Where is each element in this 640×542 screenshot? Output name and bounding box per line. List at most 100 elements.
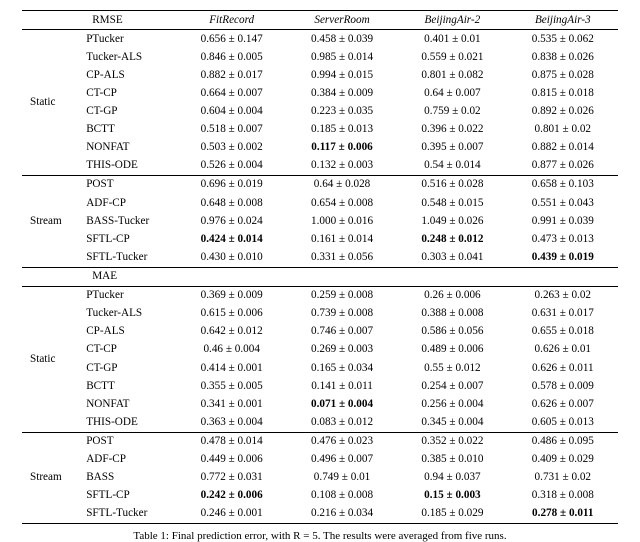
value-cell: 0.071 ± 0.004 bbox=[287, 395, 397, 413]
value-cell: 0.64 ± 0.028 bbox=[287, 175, 397, 194]
value-cell: 0.185 ± 0.013 bbox=[287, 121, 397, 139]
value-cell: 0.578 ± 0.009 bbox=[508, 377, 618, 395]
value-cell: 0.26 ± 0.006 bbox=[397, 286, 507, 305]
value-cell: 0.749 ± 0.01 bbox=[287, 469, 397, 487]
value-cell: 0.655 ± 0.018 bbox=[508, 323, 618, 341]
dataset-header bbox=[287, 267, 397, 286]
value-cell: 0.559 ± 0.021 bbox=[397, 48, 507, 66]
value-cell: 0.586 ± 0.056 bbox=[397, 323, 507, 341]
dataset-header: BeijingAir-2 bbox=[397, 11, 507, 30]
metric-group-blank bbox=[22, 11, 84, 30]
value-cell: 0.263 ± 0.02 bbox=[508, 286, 618, 305]
value-cell: 0.994 ± 0.015 bbox=[287, 66, 397, 84]
group-label: Static bbox=[22, 30, 84, 176]
value-cell: 0.476 ± 0.023 bbox=[287, 432, 397, 451]
value-cell: 0.648 ± 0.008 bbox=[177, 194, 287, 212]
method-name: BCTT bbox=[84, 121, 176, 139]
method-name: ADF-CP bbox=[84, 451, 176, 469]
value-cell: 0.535 ± 0.062 bbox=[508, 30, 618, 49]
value-cell: 0.882 ± 0.017 bbox=[177, 66, 287, 84]
value-cell: 0.385 ± 0.010 bbox=[397, 451, 507, 469]
method-name: THIS-ODE bbox=[84, 413, 176, 432]
value-cell: 0.626 ± 0.01 bbox=[508, 341, 618, 359]
method-name: ADF-CP bbox=[84, 194, 176, 212]
value-cell: 0.269 ± 0.003 bbox=[287, 341, 397, 359]
metric-group-blank bbox=[22, 267, 84, 286]
value-cell: 0.355 ± 0.005 bbox=[177, 377, 287, 395]
value-cell: 0.518 ± 0.007 bbox=[177, 121, 287, 139]
group-label: Stream bbox=[22, 432, 84, 524]
method-name: SFTL-Tucker bbox=[84, 505, 176, 524]
value-cell: 0.551 ± 0.043 bbox=[508, 194, 618, 212]
value-cell: 0.132 ± 0.003 bbox=[287, 157, 397, 176]
dataset-header bbox=[177, 267, 287, 286]
dataset-header: FitRecord bbox=[177, 11, 287, 30]
method-name: PTucker bbox=[84, 286, 176, 305]
dataset-header: BeijingAir-3 bbox=[508, 11, 618, 30]
value-cell: 0.503 ± 0.002 bbox=[177, 139, 287, 157]
value-cell: 0.341 ± 0.001 bbox=[177, 395, 287, 413]
dataset-header bbox=[397, 267, 507, 286]
method-name: THIS-ODE bbox=[84, 157, 176, 176]
value-cell: 0.526 ± 0.004 bbox=[177, 157, 287, 176]
value-cell: 0.439 ± 0.019 bbox=[508, 248, 618, 267]
value-cell: 0.642 ± 0.012 bbox=[177, 323, 287, 341]
value-cell: 0.496 ± 0.007 bbox=[287, 451, 397, 469]
metric-label: RMSE bbox=[84, 11, 176, 30]
value-cell: 0.656 ± 0.147 bbox=[177, 30, 287, 49]
value-cell: 0.256 ± 0.004 bbox=[397, 395, 507, 413]
value-cell: 0.892 ± 0.026 bbox=[508, 103, 618, 121]
value-cell: 0.55 ± 0.012 bbox=[397, 359, 507, 377]
table-caption: Table 1: Final prediction error, with R … bbox=[22, 530, 618, 542]
method-name: NONFAT bbox=[84, 395, 176, 413]
value-cell: 0.395 ± 0.007 bbox=[397, 139, 507, 157]
value-cell: 0.548 ± 0.015 bbox=[397, 194, 507, 212]
method-name: Tucker-ALS bbox=[84, 305, 176, 323]
method-name: CT-CP bbox=[84, 84, 176, 102]
value-cell: 0.631 ± 0.017 bbox=[508, 305, 618, 323]
group-label: Stream bbox=[22, 175, 84, 267]
value-cell: 0.882 ± 0.014 bbox=[508, 139, 618, 157]
value-cell: 0.352 ± 0.022 bbox=[397, 432, 507, 451]
value-cell: 0.604 ± 0.004 bbox=[177, 103, 287, 121]
results-table: RMSEFitRecordServerRoomBeijingAir-2Beiji… bbox=[22, 10, 618, 524]
value-cell: 0.801 ± 0.082 bbox=[397, 66, 507, 84]
value-cell: 0.658 ± 0.103 bbox=[508, 175, 618, 194]
method-name: CT-CP bbox=[84, 341, 176, 359]
dataset-header: ServerRoom bbox=[287, 11, 397, 30]
value-cell: 0.15 ± 0.003 bbox=[397, 487, 507, 505]
method-name: SFTL-Tucker bbox=[84, 248, 176, 267]
value-cell: 0.94 ± 0.037 bbox=[397, 469, 507, 487]
value-cell: 0.414 ± 0.001 bbox=[177, 359, 287, 377]
value-cell: 0.664 ± 0.007 bbox=[177, 84, 287, 102]
value-cell: 0.223 ± 0.035 bbox=[287, 103, 397, 121]
method-name: Tucker-ALS bbox=[84, 48, 176, 66]
value-cell: 0.516 ± 0.028 bbox=[397, 175, 507, 194]
value-cell: 0.605 ± 0.013 bbox=[508, 413, 618, 432]
method-name: POST bbox=[84, 432, 176, 451]
value-cell: 0.165 ± 0.034 bbox=[287, 359, 397, 377]
metric-label: MAE bbox=[84, 267, 176, 286]
value-cell: 0.654 ± 0.008 bbox=[287, 194, 397, 212]
method-name: SFTL-CP bbox=[84, 230, 176, 248]
value-cell: 0.384 ± 0.009 bbox=[287, 84, 397, 102]
value-cell: 0.458 ± 0.039 bbox=[287, 30, 397, 49]
method-name: SFTL-CP bbox=[84, 487, 176, 505]
value-cell: 0.369 ± 0.009 bbox=[177, 286, 287, 305]
value-cell: 0.877 ± 0.026 bbox=[508, 157, 618, 176]
value-cell: 0.363 ± 0.004 bbox=[177, 413, 287, 432]
value-cell: 0.746 ± 0.007 bbox=[287, 323, 397, 341]
value-cell: 0.388 ± 0.008 bbox=[397, 305, 507, 323]
method-name: CP-ALS bbox=[84, 323, 176, 341]
value-cell: 0.801 ± 0.02 bbox=[508, 121, 618, 139]
value-cell: 0.991 ± 0.039 bbox=[508, 212, 618, 230]
value-cell: 0.246 ± 0.001 bbox=[177, 505, 287, 524]
value-cell: 0.248 ± 0.012 bbox=[397, 230, 507, 248]
value-cell: 0.985 ± 0.014 bbox=[287, 48, 397, 66]
value-cell: 0.259 ± 0.008 bbox=[287, 286, 397, 305]
value-cell: 0.473 ± 0.013 bbox=[508, 230, 618, 248]
value-cell: 0.254 ± 0.007 bbox=[397, 377, 507, 395]
method-name: CT-GP bbox=[84, 103, 176, 121]
value-cell: 0.739 ± 0.008 bbox=[287, 305, 397, 323]
value-cell: 0.615 ± 0.006 bbox=[177, 305, 287, 323]
